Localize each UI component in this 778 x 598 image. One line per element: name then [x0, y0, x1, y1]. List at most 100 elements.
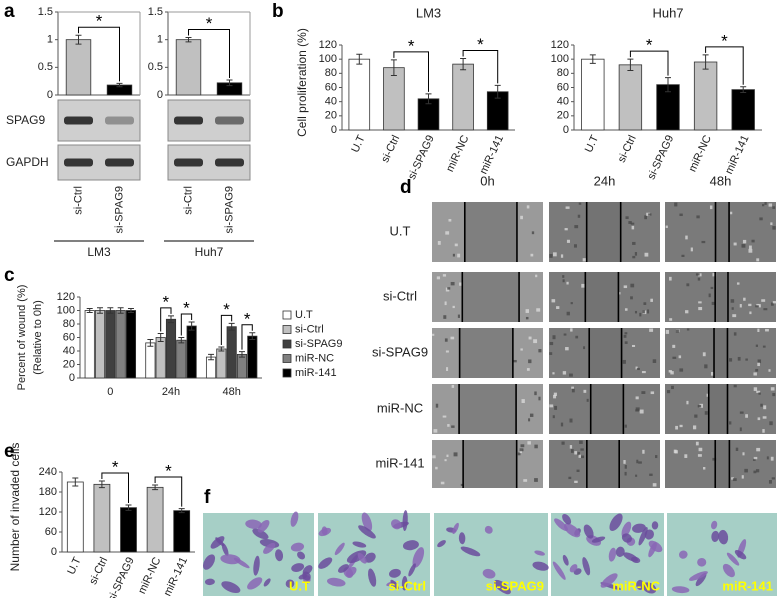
- cell-speckle: [708, 293, 711, 298]
- bar: [173, 510, 191, 553]
- cell-speckle: [642, 310, 645, 314]
- cell-speckle: [457, 253, 461, 258]
- cell-speckle: [730, 299, 735, 303]
- cell-speckle: [733, 384, 737, 388]
- error-bar: [589, 54, 596, 64]
- significance-bracket: [180, 313, 193, 336]
- significance-bracket: [160, 307, 172, 332]
- cell-speckle: [732, 314, 737, 318]
- invaded-cell: [402, 540, 419, 551]
- column-label: 24h: [594, 173, 616, 188]
- cell-speckle: [753, 470, 757, 474]
- bar: [155, 337, 166, 379]
- cell-speckle: [692, 425, 697, 430]
- invaded-cell: [632, 523, 646, 533]
- cell-speckle: [578, 202, 582, 205]
- cell-speckle: [553, 252, 557, 257]
- cell-speckle: [757, 359, 762, 364]
- cell-speckle: [570, 449, 574, 453]
- cell-speckle: [735, 447, 739, 451]
- cell-speckle: [566, 281, 569, 285]
- invaded-cell: [689, 571, 708, 581]
- invaded-cell: [532, 561, 549, 571]
- x-tick-label: si-SPAG9: [645, 133, 676, 181]
- bar: [145, 342, 156, 379]
- y-tick-label: 100: [551, 53, 569, 65]
- cell-speckle: [459, 282, 463, 286]
- y-tick-label: 1: [47, 34, 53, 46]
- y-tick-label: 1: [157, 34, 163, 46]
- cell-speckle: [733, 242, 737, 246]
- cell-speckle: [552, 415, 555, 419]
- bar: [216, 348, 227, 379]
- cell-speckle: [757, 328, 760, 333]
- blot-band: [215, 158, 244, 167]
- cell-speckle: [450, 281, 455, 286]
- cell-speckle: [571, 388, 575, 393]
- cell-speckle: [444, 459, 447, 462]
- invaded-cell: [257, 519, 270, 533]
- cell-speckle: [583, 389, 587, 393]
- cell-speckle: [531, 231, 535, 235]
- error-bar: [238, 351, 245, 358]
- cell-speckle: [665, 225, 668, 229]
- cell-speckle: [566, 311, 570, 316]
- legend-label: si-SPAG9: [295, 338, 342, 350]
- invaded-cell: [390, 579, 399, 590]
- cell-speckle: [579, 440, 583, 444]
- bar: [146, 486, 164, 553]
- error-bar: [425, 93, 432, 105]
- y-tick-label: 0: [47, 89, 53, 101]
- cell-speckle: [549, 341, 554, 346]
- invaded-cell: [346, 566, 357, 577]
- cell-speckle: [739, 304, 742, 308]
- bar: [105, 310, 116, 379]
- blot-band: [174, 158, 203, 167]
- x-tick-label: si-Ctrl: [379, 133, 402, 164]
- cell-speckle: [639, 409, 644, 414]
- cell-speckle: [679, 368, 684, 372]
- significance-star: *: [721, 31, 728, 50]
- significance-bracket: [705, 46, 744, 85]
- cell-speckle: [732, 478, 737, 482]
- cell-speckle: [573, 244, 577, 248]
- cell-speckle: [763, 405, 767, 410]
- invaded-cell: [402, 510, 408, 532]
- error-bar: [460, 57, 467, 71]
- cell-speckle: [753, 372, 757, 376]
- cell-speckle: [697, 277, 701, 281]
- invaded-cell: [484, 525, 493, 534]
- cell-speckle: [444, 338, 448, 342]
- cell-speckle: [535, 274, 538, 278]
- cell-speckle: [755, 368, 759, 372]
- y-tick-label: 40: [63, 345, 75, 357]
- error-bar: [117, 307, 124, 314]
- invaded-cell: [318, 557, 333, 569]
- row-label: miR-141: [375, 455, 424, 470]
- y-tick-label: 100: [319, 53, 337, 65]
- invaded-cell: [636, 579, 645, 591]
- cell-speckle: [526, 205, 530, 209]
- cell-speckle: [623, 460, 626, 464]
- cell-speckle: [533, 339, 538, 344]
- cell-speckle: [581, 455, 585, 459]
- wound-gap: [459, 328, 513, 378]
- cell-speckle: [517, 452, 521, 456]
- error-bar: [125, 504, 132, 511]
- cell-speckle: [704, 364, 708, 369]
- y-tick-label: 20: [63, 358, 75, 370]
- cell-speckle: [566, 239, 570, 243]
- panel-letter: a: [4, 1, 15, 22]
- cell-speckle: [529, 413, 534, 417]
- cell-speckle: [703, 466, 706, 470]
- cell-speckle: [756, 390, 761, 393]
- cell-speckle: [760, 403, 763, 407]
- error-bar: [228, 322, 235, 331]
- cell-speckle: [635, 474, 638, 477]
- lane-label: si-SPAG9: [223, 186, 235, 233]
- cell-speckle: [763, 308, 768, 311]
- invaded-cell: [297, 551, 306, 560]
- error-bar: [178, 337, 185, 344]
- cell-speckle: [526, 368, 530, 371]
- cell-speckle: [698, 273, 702, 277]
